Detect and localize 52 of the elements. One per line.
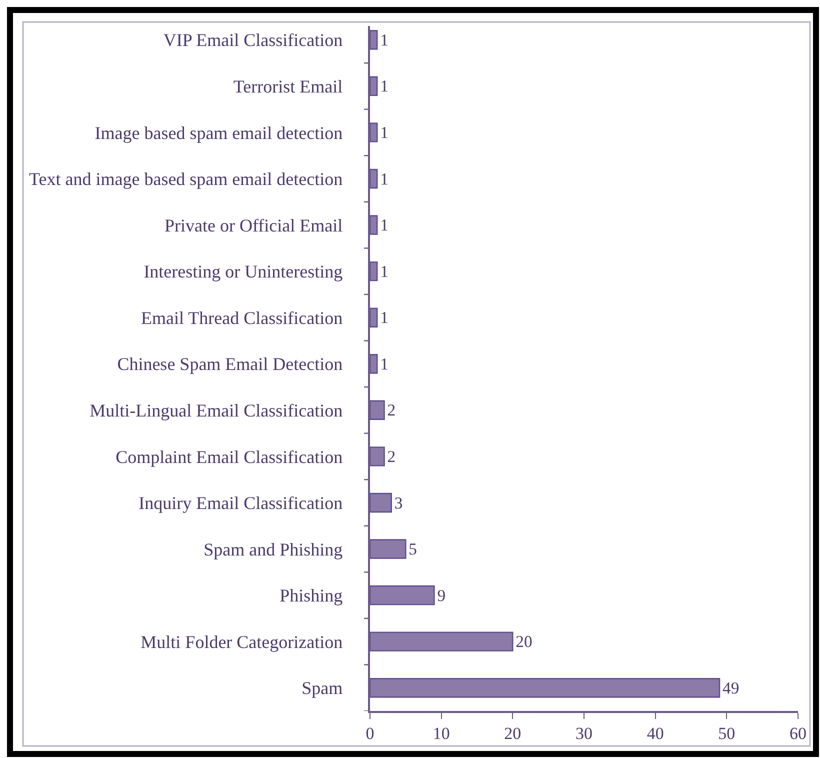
data-label: 2: [387, 446, 396, 466]
x-tick-label: 20: [504, 724, 522, 744]
data-label: 9: [437, 586, 446, 605]
data-label: 20: [516, 632, 532, 652]
x-tick-label: 40: [646, 724, 664, 744]
data-label: 1: [380, 123, 388, 142]
data-label: 2: [387, 400, 396, 420]
data-label: 1: [380, 216, 388, 235]
y-tick-label: Spam: [302, 678, 343, 698]
y-tick-label: Terrorist Email: [233, 76, 343, 96]
data-label: 3: [394, 493, 403, 512]
y-tick-label: Private or Official Email: [164, 215, 343, 236]
data-label: 1: [380, 76, 388, 96]
y-tick-label: Phishing: [280, 586, 343, 606]
x-tick-label: 60: [790, 724, 806, 744]
bar: [370, 492, 392, 513]
y-tick-label: Multi-Lingual Email Classification: [90, 400, 343, 420]
bar: [370, 446, 385, 466]
x-tick-label: 30: [576, 724, 592, 744]
y-tick-label: Complaint Email Classification: [116, 446, 343, 467]
data-label: 1: [380, 354, 388, 374]
x-tick-label: 10: [432, 724, 450, 744]
bar: [370, 122, 378, 142]
data-label: 1: [380, 262, 388, 281]
y-tick-label: Email Thread Classification: [141, 308, 343, 328]
data-label: 1: [380, 169, 388, 188]
bar: [370, 585, 435, 606]
bar: [370, 76, 378, 96]
y-tick-label: Multi Folder Categorization: [140, 632, 343, 652]
bar: [370, 261, 378, 282]
data-label: 1: [380, 308, 388, 328]
bar: [370, 215, 378, 235]
bar: [370, 400, 385, 420]
bar: [370, 354, 378, 374]
y-tick-label: Chinese Spam Email Detection: [117, 354, 343, 374]
bar: [370, 168, 378, 189]
y-tick-label: Image based spam email detection: [94, 122, 343, 143]
y-tick-label: Interesting or Uninteresting: [144, 262, 343, 282]
bar: [370, 539, 406, 559]
y-tick-label: Text and image based spam email detection: [29, 169, 343, 190]
bar: [370, 308, 378, 328]
x-tick-label: 0: [366, 724, 374, 744]
x-tick-label: 50: [718, 724, 736, 744]
bar: [370, 632, 514, 652]
bar: [370, 678, 720, 698]
y-tick-label: Spam and Phishing: [204, 539, 343, 560]
y-tick-label: Inquiry Email Classification: [138, 493, 343, 514]
bar: [370, 30, 378, 50]
data-label: 1: [380, 30, 388, 50]
y-tick-label: VIP Email Classification: [163, 30, 343, 50]
data-label: 49: [722, 678, 740, 698]
data-label: 5: [408, 540, 417, 559]
